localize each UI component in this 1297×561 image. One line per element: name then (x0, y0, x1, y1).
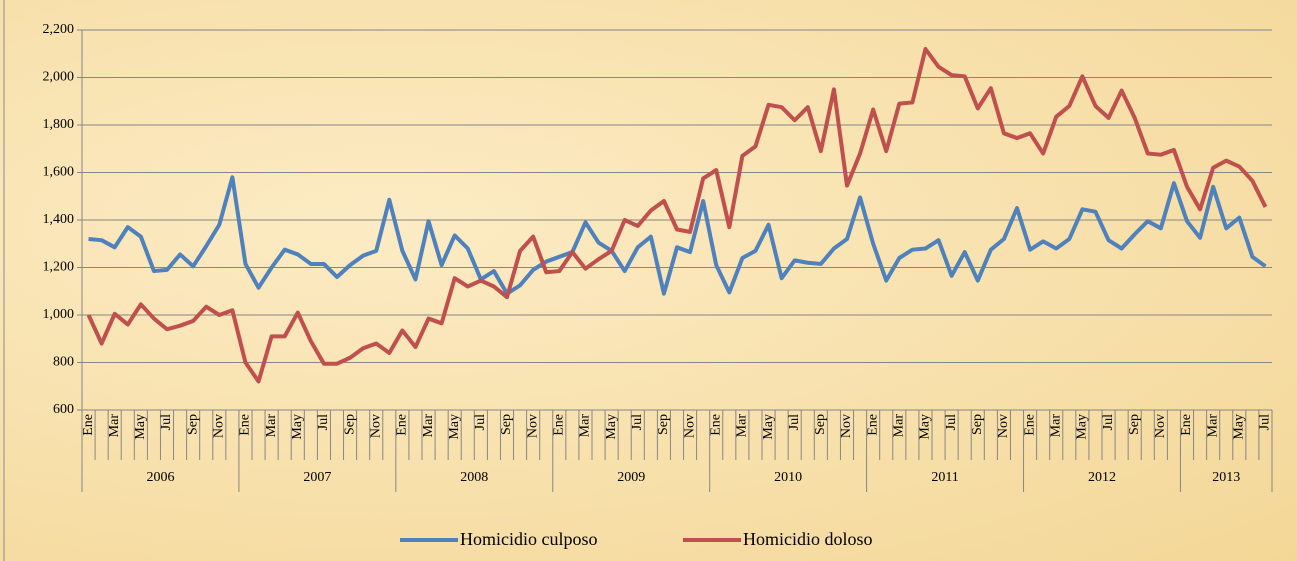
x-tick-label: Nov (368, 414, 383, 438)
x-group-label: 2007 (303, 470, 331, 485)
x-tick-label: Ene (238, 414, 253, 436)
x-group-label: 2009 (617, 470, 645, 485)
x-tick-label: Sep (499, 414, 514, 435)
x-tick-label: Mar (421, 414, 436, 438)
x-tick-label: Mar (578, 414, 593, 438)
x-tick-label: Ene (1022, 414, 1037, 436)
x-group-label: 2013 (1212, 470, 1240, 485)
x-tick-label: Nov (682, 414, 697, 438)
x-tick-label: Ene (81, 414, 96, 436)
x-tick-label: May (447, 414, 462, 440)
x-tick-label: Nov (525, 414, 540, 438)
x-tick-label: Sep (185, 414, 200, 435)
x-tick-label: Ene (1179, 414, 1194, 436)
x-tick-label: Mar (107, 414, 122, 438)
x-tick-label: Sep (970, 414, 985, 435)
x-tick-label: Nov (212, 414, 227, 438)
x-tick-label: Mar (1205, 414, 1220, 438)
x-group-label: 2011 (931, 470, 958, 485)
x-tick-label: May (1232, 414, 1247, 440)
x-tick-label: Sep (342, 414, 357, 435)
x-tick-label: Nov (839, 414, 854, 438)
x-tick-label: Mar (264, 414, 279, 438)
x-group-label: 2006 (146, 470, 174, 485)
y-tick-label: 800 (53, 355, 74, 370)
x-tick-label: Ene (865, 414, 880, 436)
x-tick-label: Ene (395, 414, 410, 436)
x-group-label: 2008 (460, 470, 488, 485)
line-series (86, 47, 1268, 384)
x-tick-label: Jul (630, 414, 645, 430)
y-tick-label: 600 (53, 402, 74, 417)
x-tick-label: Sep (1127, 414, 1142, 435)
line-series (88, 175, 1267, 296)
y-tick-label: 1,400 (43, 212, 75, 227)
x-tick-label: Mar (892, 414, 907, 438)
x-tick-label: Sep (656, 414, 671, 435)
x-tick-label: Sep (813, 414, 828, 435)
x-tick-label: Nov (996, 414, 1011, 438)
x-tick-label: May (1075, 414, 1090, 440)
x-tick-label: Jul (316, 414, 331, 430)
legend-label: Homicidio culposo (460, 529, 598, 549)
x-tick-label: Jul (473, 414, 488, 430)
x-group-label: 2010 (774, 470, 802, 485)
x-tick-label: Jul (1101, 414, 1116, 430)
y-tick-label: 2,000 (43, 70, 75, 85)
x-tick-label: May (290, 414, 305, 440)
x-tick-label: Jul (159, 414, 174, 430)
x-tick-label: May (604, 414, 619, 440)
x-tick-label: May (761, 414, 776, 440)
y-tick-label: 1,800 (43, 117, 75, 132)
x-tick-label: Ene (552, 414, 567, 436)
y-tick-label: 1,000 (43, 307, 75, 322)
x-tick-label: May (133, 414, 148, 440)
x-tick-label: Jul (944, 414, 959, 430)
y-tick-label: 1,600 (43, 165, 75, 180)
legend-label: Homicidio doloso (743, 529, 873, 549)
x-tick-label: Nov (1153, 414, 1168, 438)
y-tick-label: 2,200 (43, 22, 75, 37)
x-tick-label: May (918, 414, 933, 440)
x-group-label: 2012 (1088, 470, 1116, 485)
x-tick-label: Ene (708, 414, 723, 436)
x-tick-label: Jul (1258, 414, 1273, 430)
x-tick-label: Mar (735, 414, 750, 438)
x-tick-label: Jul (787, 414, 802, 430)
x-tick-label: Mar (1048, 414, 1063, 438)
y-tick-label: 1,200 (43, 260, 75, 275)
